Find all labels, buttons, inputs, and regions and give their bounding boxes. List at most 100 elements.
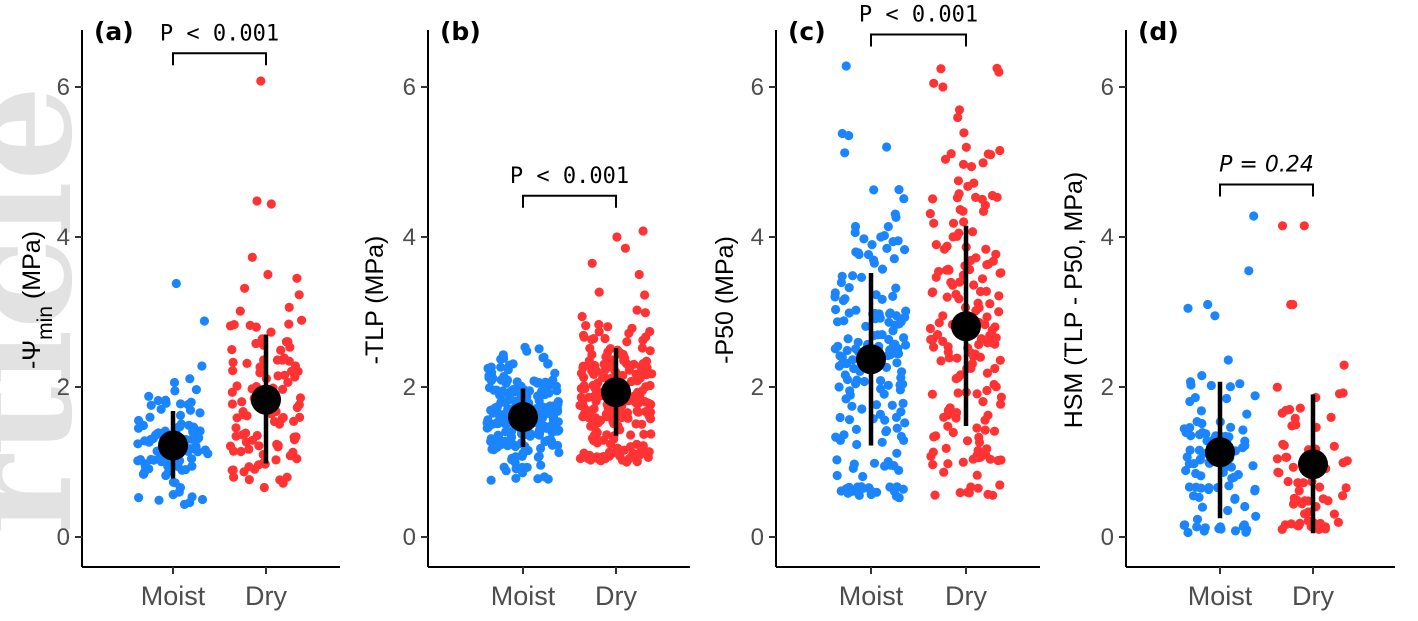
data-point-dry [942,292,952,302]
data-point-moist [134,493,144,503]
data-point-dry [940,154,951,164]
data-point-moist [156,404,166,414]
data-point-moist [891,412,902,422]
data-point-moist [548,412,559,422]
data-point-dry [977,274,988,284]
data-point-dry [1323,496,1333,506]
data-point-moist [1196,483,1206,493]
data-point-moist [844,415,855,425]
data-point-moist [898,379,908,389]
data-point-dry [245,320,255,330]
data-point-dry [1288,462,1298,472]
data-point-moist [887,400,897,410]
data-point-moist [834,382,844,392]
data-point-moist [153,395,163,406]
data-point-dry [640,290,650,300]
data-point-dry [1273,467,1283,477]
data-point-moist [841,61,851,71]
data-point-dry [958,457,968,467]
x-category-label: Moist [491,581,556,611]
data-point-dry [993,455,1003,466]
data-point-moist [1240,501,1250,512]
data-point-dry [966,482,976,492]
data-point-dry [579,332,589,342]
data-point-moist [544,388,554,398]
data-point-dry [231,423,241,433]
y-tick-label: 2 [751,374,764,401]
data-point-moist [892,448,902,458]
data-point-moist [1222,393,1232,404]
data-point-dry [1334,389,1345,399]
y-tick-label: 0 [751,524,764,551]
data-point-moist [830,344,840,354]
data-point-moist [175,399,186,409]
data-point-dry [961,142,971,152]
data-point-dry [279,370,290,380]
data-point-dry [963,181,973,191]
data-point-moist [496,362,506,372]
data-point-dry [626,430,636,440]
data-point-moist [1196,471,1206,481]
panel-label: (d) [1138,17,1179,46]
data-point-moist [1197,371,1207,381]
data-point-dry [277,355,288,365]
data-point-dry [256,76,266,86]
data-point-moist [863,250,874,260]
data-point-dry [1277,524,1287,535]
data-point-dry [637,343,648,353]
data-point-dry [953,176,964,186]
data-point-dry [929,342,939,352]
data-point-dry [247,252,257,262]
data-point-dry [929,432,939,442]
data-point-dry [227,345,237,355]
data-point-dry [254,441,264,451]
data-point-moist [831,432,841,442]
data-point-moist [161,470,171,481]
data-point-moist [1179,520,1189,531]
mean-marker-dry [951,311,981,342]
data-point-dry [634,450,644,461]
significance-bracket [522,194,617,208]
x-category-label: Moist [839,581,904,611]
data-point-moist [881,427,891,437]
data-point-moist [1192,514,1203,524]
mean-marker-moist [1205,437,1235,468]
data-point-dry [973,483,983,493]
data-point-moist [533,391,543,401]
panel-b: 0 2 4 6 Moist Dry -TLP (MPa) (b) P < 0.001 [361,17,690,611]
significance-bracket [870,33,967,47]
data-point-moist [832,455,842,465]
x-category-label: Dry [1292,581,1334,611]
data-point-moist [1185,377,1196,387]
data-point-moist [869,258,880,268]
data-point-dry [585,407,595,417]
data-point-dry [601,412,612,422]
data-point-moist [1183,303,1193,313]
data-point-dry [1294,486,1304,496]
data-point-dry [936,64,946,74]
data-point-moist [891,212,901,222]
y-tick-label: 4 [403,224,416,251]
panel-label: (c) [788,17,826,46]
data-point-dry [1338,491,1348,501]
data-point-dry [990,339,1000,349]
data-point-dry [1342,456,1352,466]
x-category-label: Moist [141,581,206,611]
data-point-moist [1183,527,1193,538]
data-point-dry [1315,482,1325,492]
data-point-dry [1299,221,1309,231]
data-point-moist [900,245,910,255]
data-point-dry [251,338,261,349]
data-point-dry [587,433,598,443]
data-point-moist [498,350,508,360]
data-point-dry [632,305,642,315]
x-category-label: Dry [945,581,987,611]
y-tick-label: 6 [1101,74,1114,101]
data-point-moist [488,373,498,383]
data-point-dry [229,320,239,330]
data-point-dry [926,334,936,345]
data-point-moist [885,345,895,355]
mean-marker-dry [1298,449,1328,480]
data-point-moist [539,352,549,362]
data-point-dry [252,430,262,441]
